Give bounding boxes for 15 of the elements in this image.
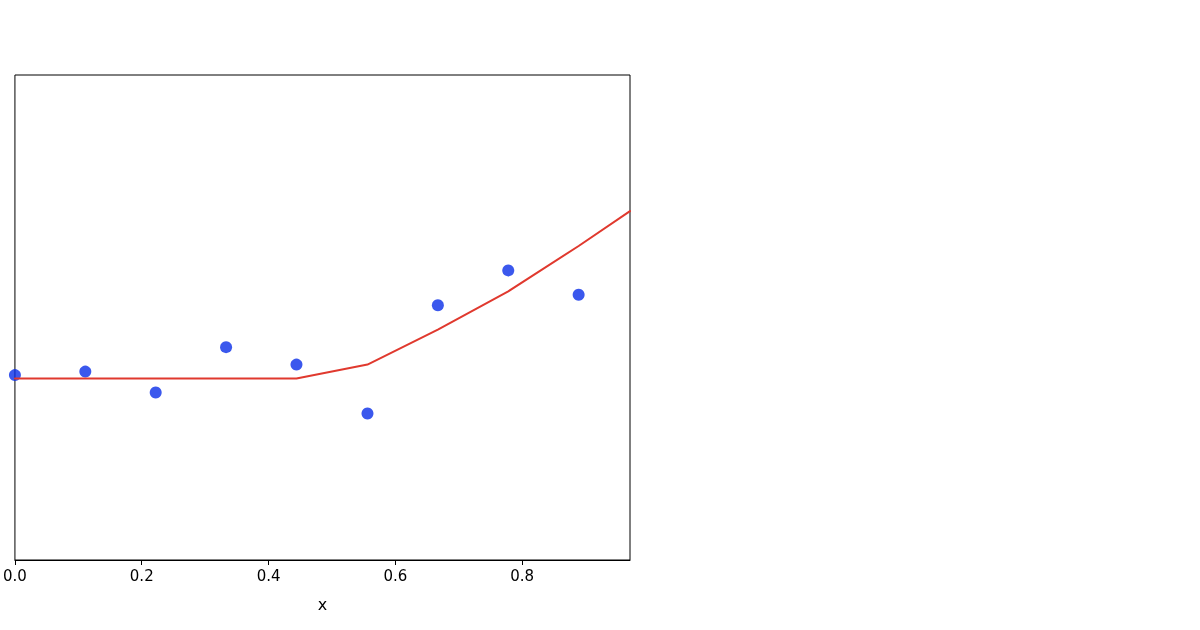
point	[572, 288, 585, 301]
point	[79, 365, 92, 378]
point	[8, 369, 21, 382]
x-tick-label: 0.8	[510, 566, 535, 585]
point	[149, 386, 162, 399]
x-tick-label: 0.6	[383, 566, 408, 585]
x-tick-label: 0.0	[3, 566, 27, 585]
x-tick-label: 0.2	[129, 566, 154, 585]
x-axis-title: x	[317, 594, 328, 614]
point	[431, 299, 444, 312]
point	[290, 358, 303, 371]
point	[502, 264, 515, 277]
x-tick-label: 0.4	[256, 566, 281, 585]
point	[361, 407, 374, 420]
point	[220, 341, 233, 354]
